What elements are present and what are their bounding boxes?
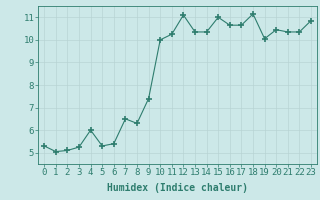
- X-axis label: Humidex (Indice chaleur): Humidex (Indice chaleur): [107, 183, 248, 193]
